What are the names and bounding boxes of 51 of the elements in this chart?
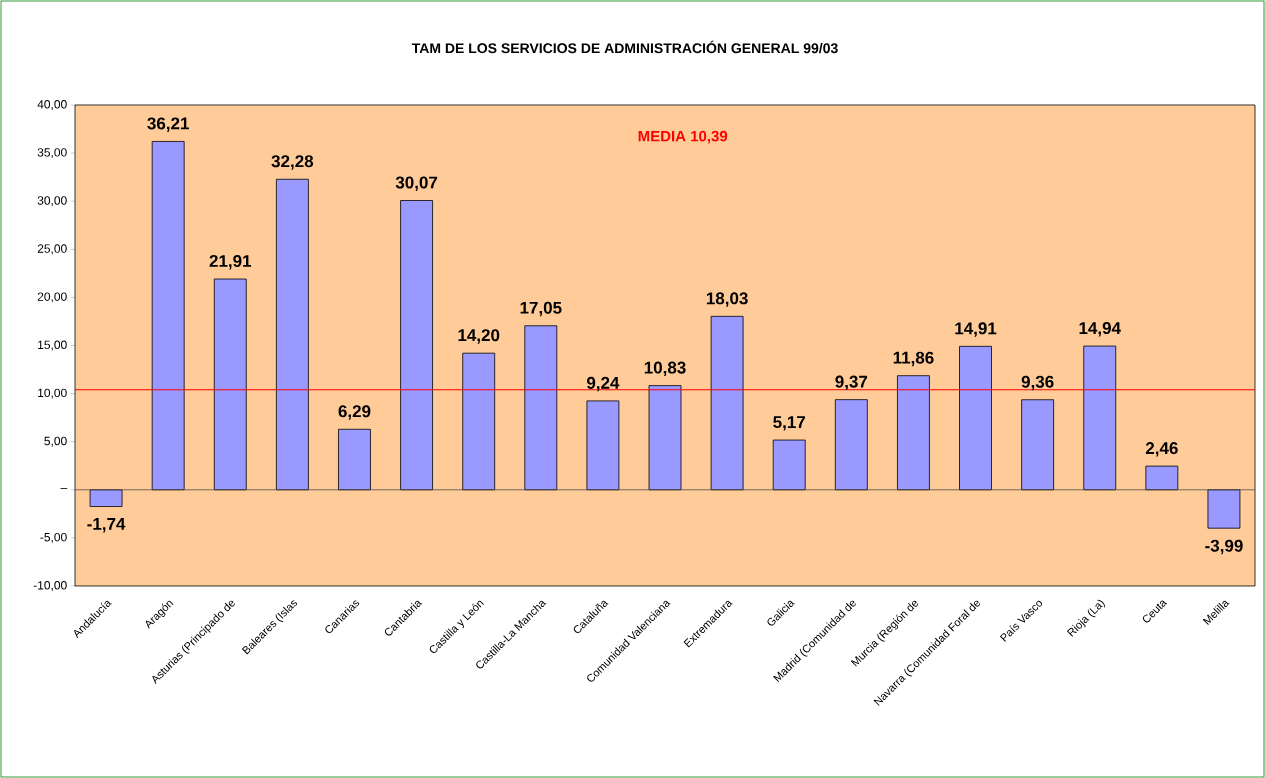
y-tick-label: –	[60, 488, 68, 489]
data-label: 14,91	[955, 322, 997, 337]
bar	[89, 489, 123, 507]
y-tick-label: 20,00	[37, 292, 67, 303]
data-label: 17,05	[520, 301, 562, 317]
bar	[524, 325, 558, 491]
y-tick-label: -5,00	[40, 532, 67, 543]
bar	[151, 141, 185, 491]
bar	[338, 428, 371, 491]
chart-title: TAM DE LOS SERVICIOS DE ADMINISTRACIÓN GENERAL 99/03	[411, 40, 838, 54]
ref-line-label: MEDIA 10,39	[638, 130, 728, 144]
data-label: 18,03	[706, 292, 748, 307]
data-label: 30,07	[395, 176, 438, 191]
data-label: 10,83	[644, 361, 686, 377]
bar	[213, 278, 247, 491]
bar	[772, 439, 806, 491]
bar	[275, 178, 309, 491]
data-label: 9,24	[586, 376, 620, 392]
data-label: 2,46	[1145, 442, 1178, 457]
bar	[1207, 489, 1241, 529]
data-label: 32,28	[271, 155, 314, 170]
data-label: -1,74	[87, 518, 126, 533]
bar	[400, 200, 433, 491]
bar	[1083, 345, 1117, 491]
y-tick-label: -10,00	[33, 581, 67, 591]
data-label: 9,36	[1021, 375, 1054, 391]
bar	[834, 399, 868, 491]
data-label: 5,17	[773, 416, 806, 431]
data-label: 6,29	[338, 405, 371, 420]
bar	[1021, 399, 1055, 491]
y-tick-label: 35,00	[37, 148, 67, 159]
bar	[586, 400, 620, 491]
bar	[959, 345, 992, 491]
y-tick-label: 5,00	[44, 436, 67, 447]
data-label: 21,91	[209, 254, 252, 270]
y-tick-label: 40,00	[37, 100, 67, 110]
bar	[1145, 465, 1179, 491]
data-label: 14,94	[1079, 322, 1121, 337]
data-label: 36,21	[147, 117, 189, 132]
y-tick-label: 30,00	[37, 196, 67, 207]
y-tick-label: 25,00	[37, 244, 67, 255]
data-label: 9,37	[835, 375, 868, 391]
data-label: -3,99	[1205, 539, 1243, 555]
bar	[897, 375, 930, 491]
data-label: 14,20	[458, 329, 500, 344]
bar	[648, 385, 682, 491]
data-label: 11,86	[893, 351, 934, 367]
bar	[462, 352, 496, 491]
y-tick-label: 10,00	[38, 388, 67, 399]
bar	[710, 315, 744, 491]
y-tick-label: 15,00	[38, 340, 67, 351]
